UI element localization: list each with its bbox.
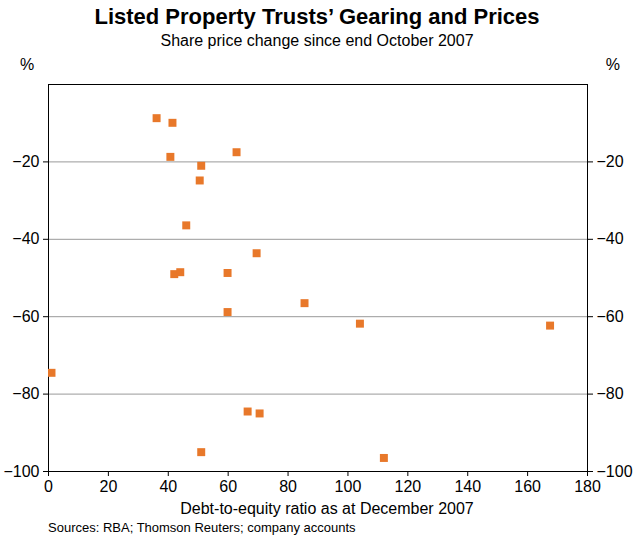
- svg-text:80: 80: [279, 478, 297, 495]
- svg-text:60: 60: [219, 478, 237, 495]
- svg-text:−100: −100: [3, 463, 39, 480]
- html-text:Debt-to-equity ratio as at Dec: Debt-to-equity ratio as at December 2007: [180, 500, 474, 517]
- svg-text:140: 140: [454, 478, 481, 495]
- html-text:Share price change since end O: Share price change since end October 200…: [160, 32, 474, 49]
- svg-text:0: 0: [44, 478, 53, 495]
- svg-text:−20: −20: [12, 153, 39, 170]
- svg-text:40: 40: [159, 478, 177, 495]
- svg-text:−80: −80: [12, 385, 39, 402]
- svg-text:180: 180: [574, 478, 601, 495]
- svg-text:−60: −60: [597, 308, 624, 325]
- svg-text:160: 160: [514, 478, 541, 495]
- svg-text:−40: −40: [12, 230, 39, 247]
- svg-text:−80: −80: [597, 385, 624, 402]
- html-text:Sources: RBA; Thomson Reuters;: Sources: RBA; Thomson Reuters; company a…: [48, 520, 356, 535]
- svg-text:20: 20: [99, 478, 117, 495]
- svg-text:120: 120: [394, 478, 421, 495]
- svg-text:−60: −60: [12, 308, 39, 325]
- svg-text:−100: −100: [597, 463, 633, 480]
- svg-text:−40: −40: [597, 230, 624, 247]
- html-text:Listed Property Trusts’ Gearin: Listed Property Trusts’ Gearing and Pric…: [94, 4, 540, 29]
- svg-text:−20: −20: [597, 153, 624, 170]
- svg-text:100: 100: [335, 478, 362, 495]
